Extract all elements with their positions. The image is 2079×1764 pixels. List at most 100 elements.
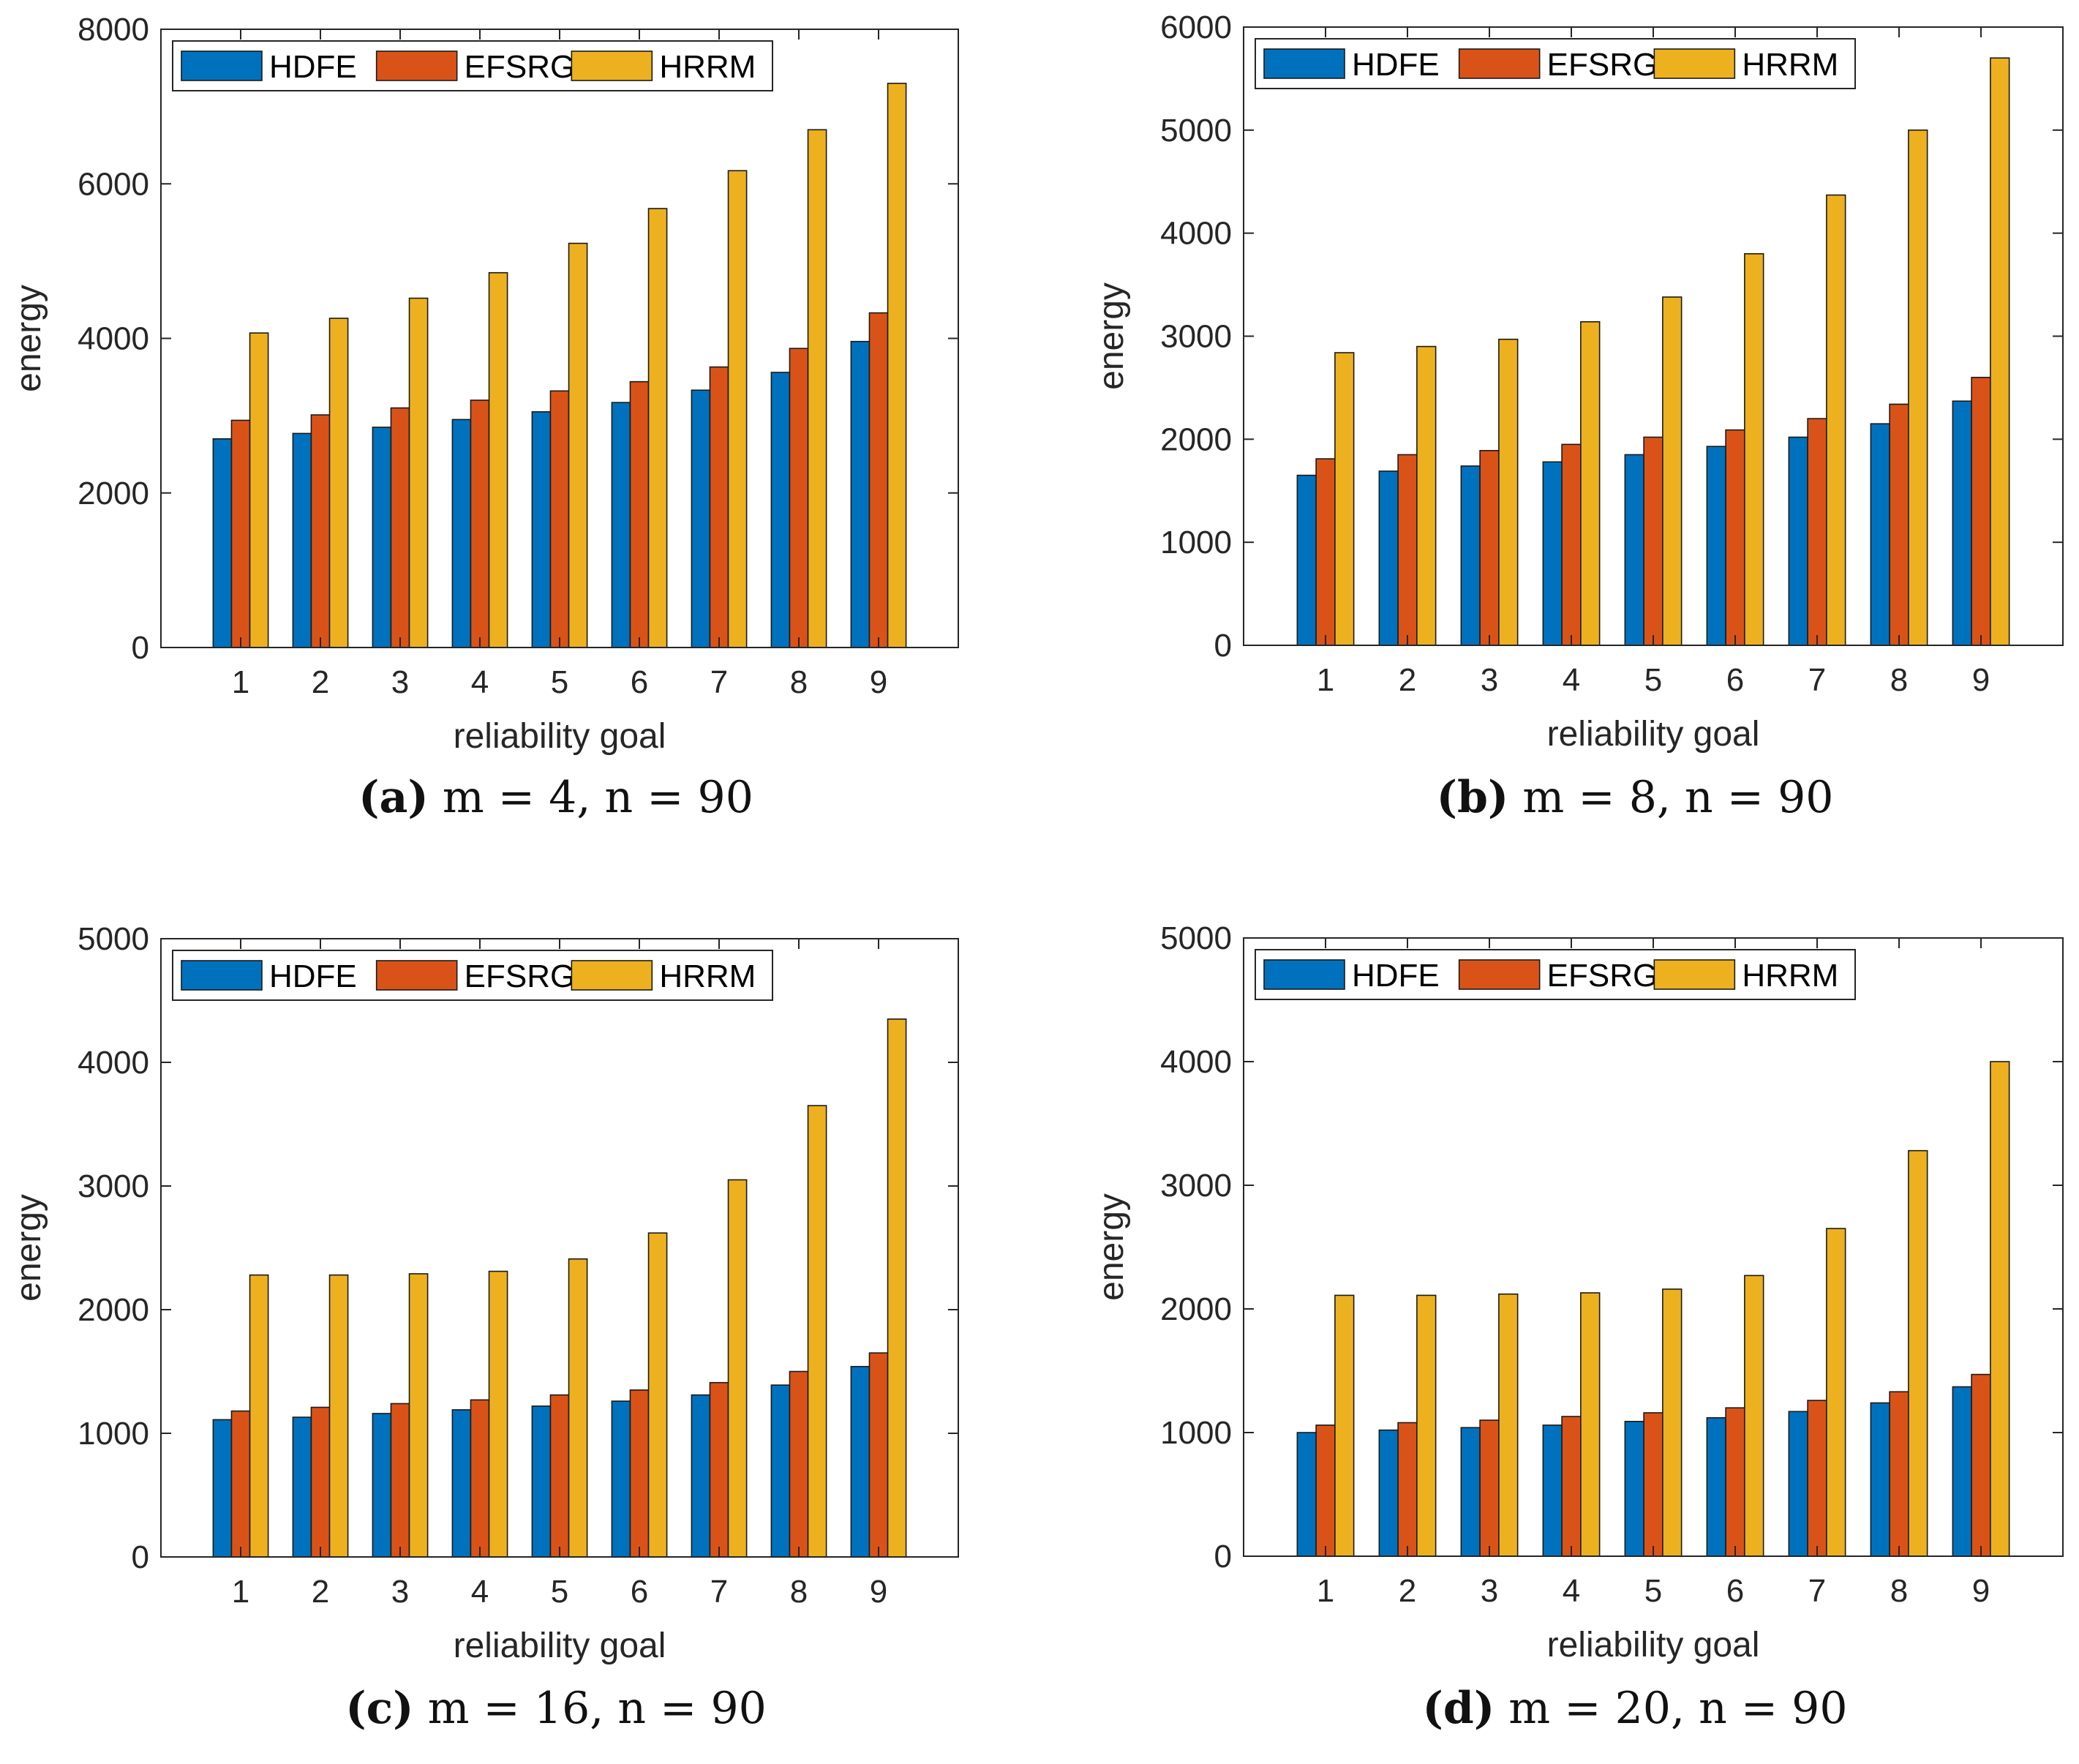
x-tick-label: 5	[1644, 662, 1662, 698]
bar-hdfe	[1788, 436, 1808, 646]
caption-text: m = 4, n = 90	[442, 772, 753, 823]
y-tick-label: 5000	[1160, 113, 1232, 149]
caption-tag: (d)	[1422, 1683, 1495, 1734]
bar-efsrg	[1397, 1422, 1418, 1557]
bar-hdfe	[531, 411, 552, 648]
bar-hdfe	[770, 1384, 791, 1558]
bar-hrrm	[408, 1273, 429, 1558]
x-tick-label: 6	[1726, 662, 1744, 698]
x-tick-label: 6	[631, 664, 648, 700]
legend: HDFE EFSRG HRRM	[172, 40, 773, 91]
y-tick-label: 8000	[78, 12, 149, 48]
bar-hdfe	[531, 1405, 552, 1558]
y-tick-label: 4000	[78, 1045, 149, 1081]
x-tick-label: 7	[1808, 1573, 1826, 1609]
bar-hdfe	[212, 438, 233, 648]
legend-swatch-efsrg	[375, 50, 458, 81]
bar-hdfe	[1788, 1411, 1808, 1557]
bar-efsrg	[470, 1399, 490, 1558]
legend-label-hrrm: HRRM	[1742, 47, 1838, 83]
x-tick-label: 3	[1481, 1573, 1498, 1609]
bar-hdfe	[611, 402, 631, 648]
y-tick-label: 3000	[1160, 1168, 1232, 1204]
bar-hdfe	[850, 1365, 871, 1558]
legend-swatch-efsrg	[1458, 959, 1541, 990]
bar-hdfe	[451, 419, 472, 648]
bar-efsrg	[1643, 436, 1663, 646]
bar-hrrm	[1580, 320, 1601, 646]
bar-efsrg	[1479, 450, 1500, 646]
chart-panel-c: 0 1000 2000 3000 4000 5000 1 2 3 4 5 6 7 8 9 reliabilit…	[0, 911, 1024, 1672]
x-tick-label: 9	[870, 664, 887, 700]
legend-swatch-hdfe	[181, 50, 263, 81]
x-tick-label: 8	[1890, 662, 1908, 698]
chart-svg-b: 0 1000 2000 3000 4000 5000 6000 1 2 3 4 5 6 7 8 9 reliab…	[1101, 10, 2064, 754]
bar-hdfe	[1870, 423, 1890, 646]
bar-efsrg	[1807, 1400, 1827, 1557]
x-tick-label: 4	[471, 664, 489, 700]
caption-a: (a) m = 4, n = 90	[44, 772, 1068, 823]
caption-d: (d) m = 20, n = 90	[1123, 1683, 2079, 1734]
y-tick-label: 0	[132, 630, 149, 666]
x-tick-label: 7	[710, 1574, 728, 1610]
bar-hrrm	[1908, 1149, 1928, 1557]
caption-tag: (a)	[358, 772, 429, 823]
caption-tag: (b)	[1436, 772, 1509, 823]
legend-label-hrrm: HRRM	[659, 958, 756, 994]
bar-efsrg	[470, 399, 490, 648]
bar-hdfe	[1542, 1425, 1563, 1557]
y-tick-label: 3000	[78, 1168, 149, 1204]
legend-label-hdfe: HDFE	[269, 958, 357, 994]
y-tick-label: 5000	[1160, 920, 1232, 956]
bar-hrrm	[1334, 352, 1355, 646]
legend-box	[1255, 949, 1856, 1000]
bar-efsrg	[868, 1352, 889, 1558]
bar-hrrm	[1416, 345, 1437, 646]
bar-hdfe	[1624, 1420, 1644, 1557]
x-axis-label: reliability goal	[454, 717, 666, 756]
bar-efsrg	[310, 1406, 331, 1558]
bar-hrrm	[328, 318, 349, 648]
y-tick-label: 1000	[78, 1416, 149, 1452]
legend-label-efsrg: EFSRG	[1547, 958, 1658, 994]
legend-swatch-hrrm	[571, 960, 653, 991]
axes-box	[160, 29, 959, 648]
x-tick-label: 4	[1563, 1573, 1580, 1609]
bar-hdfe	[1296, 474, 1317, 646]
x-tick-label: 2	[312, 664, 329, 700]
bar-hrrm	[1416, 1294, 1437, 1557]
bar-hdfe	[1706, 446, 1726, 646]
chart-panel-a: 0 2000 4000 6000 8000 1 2 3 4 5 6 7 8 9 reliability go…	[0, 0, 1024, 761]
bar-hdfe	[1542, 461, 1563, 646]
x-tick-label: 9	[1972, 662, 1990, 698]
y-tick-label: 4000	[1160, 216, 1232, 252]
x-tick-label: 8	[1890, 1573, 1908, 1609]
legend-swatch-hrrm	[571, 50, 653, 81]
bar-efsrg	[1561, 443, 1582, 646]
legend-label-efsrg: EFSRG	[465, 49, 576, 85]
bar-hdfe	[1460, 465, 1481, 646]
legend: HDFE EFSRG HRRM	[172, 950, 773, 1001]
bar-efsrg	[390, 1403, 410, 1558]
bar-hdfe	[691, 389, 711, 648]
x-axis-label: reliability goal	[1547, 715, 1760, 754]
x-tick-label: 7	[710, 664, 728, 700]
axes-box	[1243, 937, 2064, 1557]
y-axis-label: energy	[10, 285, 48, 392]
bar-hrrm	[488, 1270, 508, 1558]
bar-efsrg	[629, 380, 650, 648]
y-tick-label: 1000	[1160, 1415, 1232, 1451]
bar-hdfe	[850, 340, 871, 648]
bar-hrrm	[1498, 338, 1519, 646]
bar-efsrg	[230, 419, 251, 648]
bar-efsrg	[1807, 418, 1827, 646]
y-tick-label: 5000	[78, 921, 149, 957]
bar-hdfe	[372, 1413, 392, 1558]
bar-hrrm	[807, 1105, 827, 1558]
bar-hrrm	[1580, 1292, 1601, 1557]
bar-hrrm	[1826, 1228, 1846, 1557]
legend: HDFE EFSRG HRRM	[1255, 38, 1856, 89]
bar-hrrm	[647, 1232, 668, 1558]
legend-swatch-hrrm	[1653, 48, 1736, 79]
legend-box	[172, 950, 773, 1001]
